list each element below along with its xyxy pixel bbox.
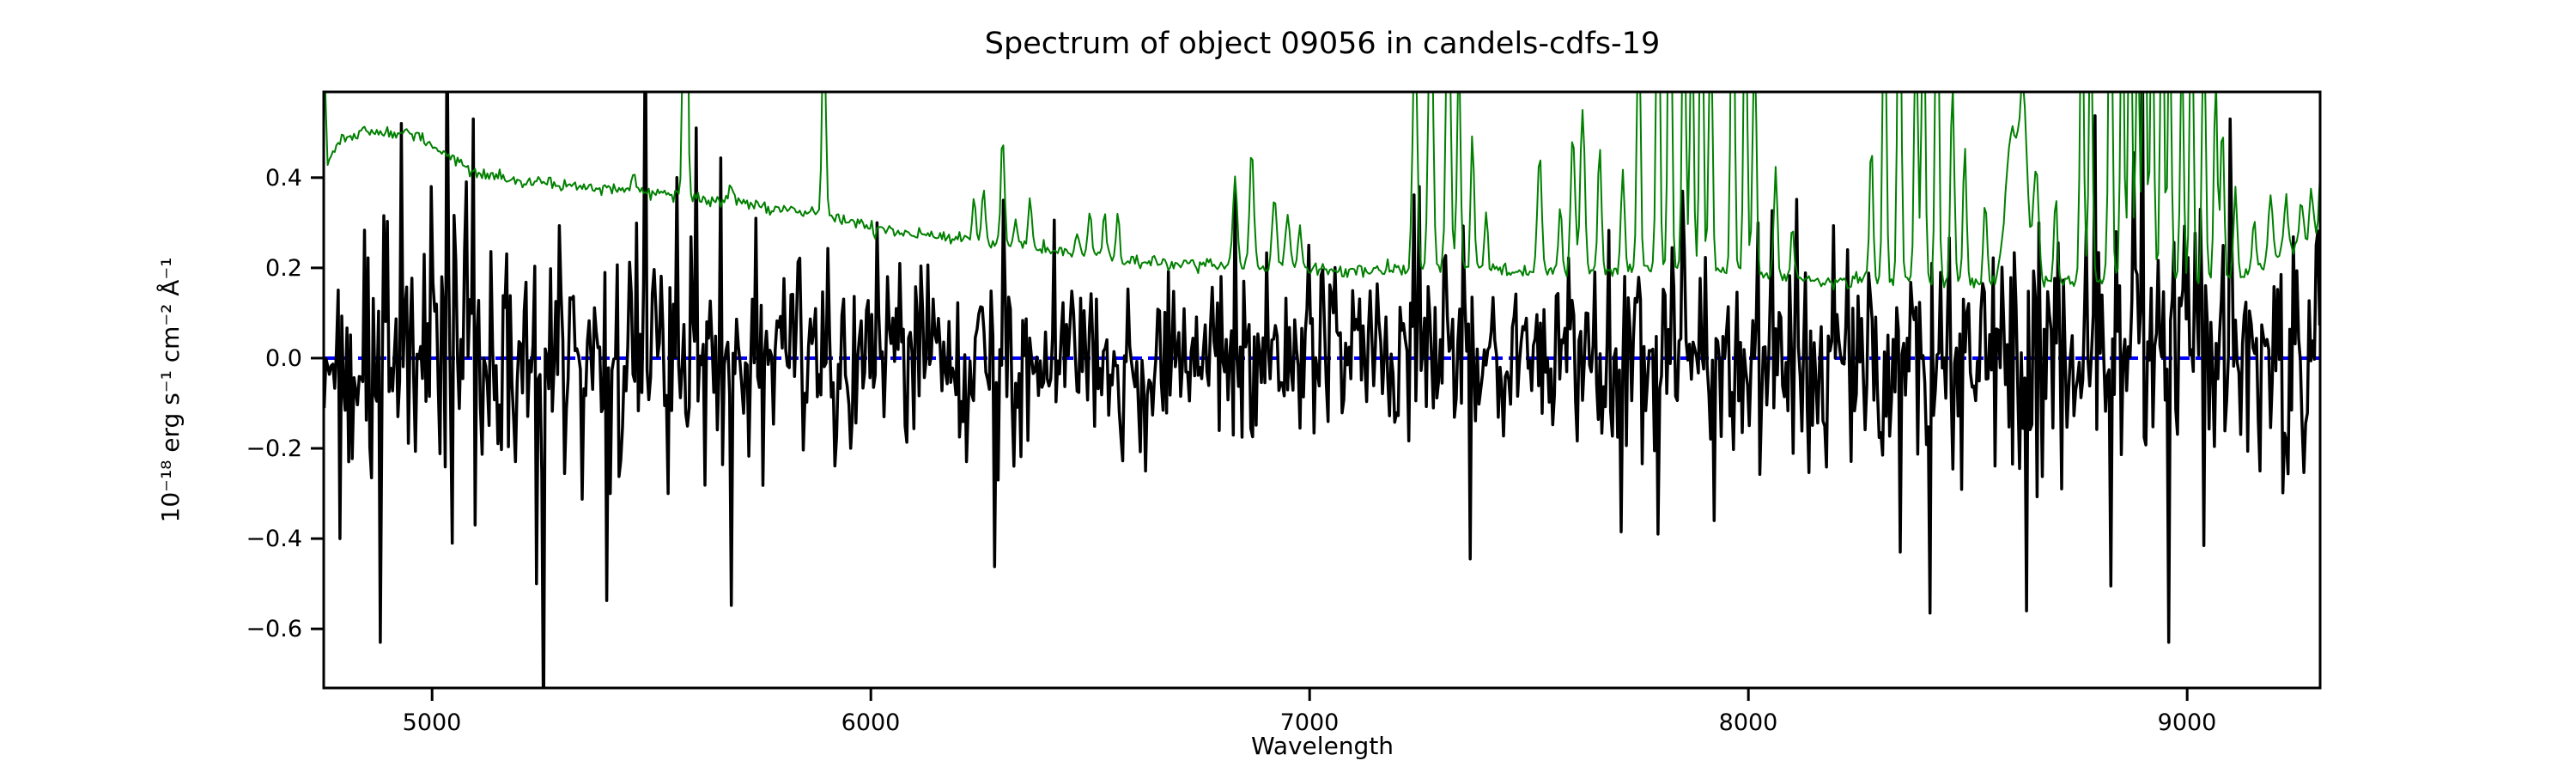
x-tick-label: 6000 <box>841 709 901 736</box>
y-tick-label: 0.4 <box>265 165 302 192</box>
y-tick-label: −0.6 <box>246 616 302 642</box>
x-tick-labels: 5000 6000 7000 8000 9000 <box>403 709 2217 736</box>
axes-frame <box>322 90 2322 690</box>
y-tick-label: 0.2 <box>265 255 302 282</box>
axis-ticks-group <box>311 176 2189 701</box>
x-tick-label: 9000 <box>2158 709 2217 736</box>
y-tick-labels: 0.4 0.2 0.0 −0.2 −0.4 −0.6 <box>246 165 302 642</box>
y-tick-label: −0.2 <box>246 435 302 462</box>
flux-spectrum-line <box>324 92 2320 688</box>
y-axis-label: 10⁻¹⁸ erg s⁻¹ cm⁻² Å⁻¹ <box>155 258 185 523</box>
x-axis-label: Wavelength <box>1251 732 1394 760</box>
x-tick-label: 7000 <box>1280 709 1340 736</box>
plot-title: Spectrum of object 09056 in candels-cdfs… <box>985 27 1660 61</box>
x-tick-label: 8000 <box>1719 709 1778 736</box>
x-tick-label: 5000 <box>403 709 462 736</box>
y-tick-label: −0.4 <box>246 526 302 552</box>
data-series-group <box>324 92 2320 688</box>
y-tick-label: 0.0 <box>265 345 302 372</box>
sky-noise-spectrum-line <box>324 92 2320 291</box>
